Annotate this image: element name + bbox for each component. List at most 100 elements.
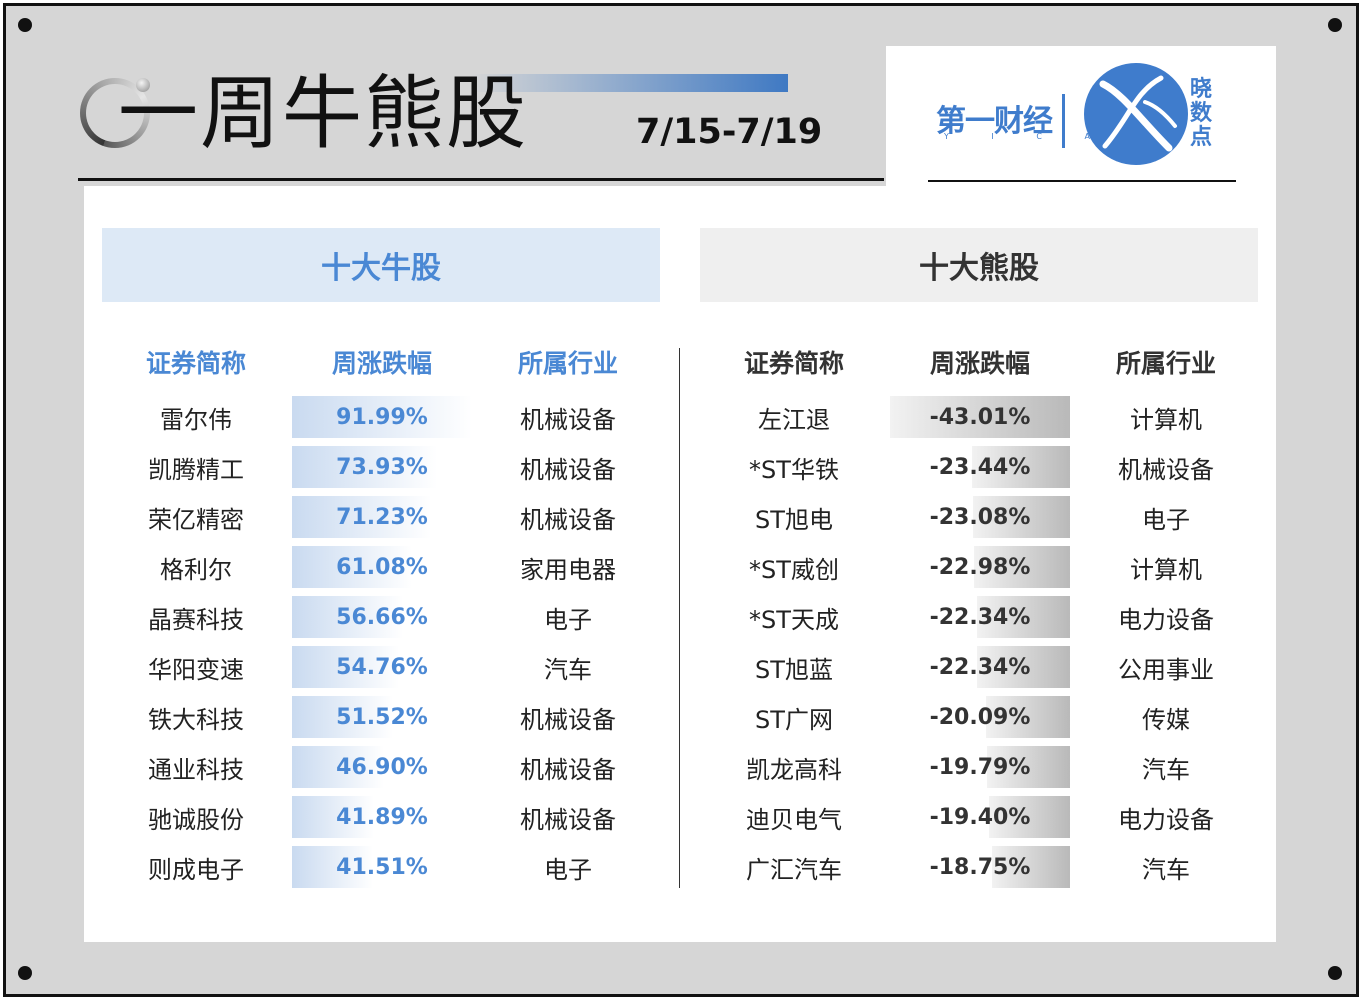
industry: 机械设备 xyxy=(520,455,616,484)
stock-name: *ST威创 xyxy=(749,555,839,584)
brand-char: 点 xyxy=(1189,125,1212,150)
bull-col-header-name: 证券简称 xyxy=(145,349,246,378)
weekly-change-cell: 41.51% xyxy=(292,846,472,888)
weekly-change-value: 56.66% xyxy=(336,604,428,630)
table-row: 荣亿精密 71.23% 机械设备 xyxy=(96,496,656,546)
change-bar xyxy=(976,596,1070,638)
weekly-change-value: -23.44% xyxy=(929,454,1031,480)
change-bar xyxy=(987,746,1070,788)
stock-name: 格利尔 xyxy=(160,555,232,584)
weekly-change-value: 71.23% xyxy=(336,504,428,530)
stock-name: 通业科技 xyxy=(148,755,244,784)
bear-table: 左江退 -43.01% 计算机 *ST华铁 -23.44% 机械设备 ST旭电 -23.08%… xyxy=(694,396,1254,896)
weekly-change-value: -43.01% xyxy=(929,404,1031,430)
page-title: 一周牛熊股 xyxy=(118,67,528,160)
table-row: 则成电子 41.51% 电子 xyxy=(96,846,656,896)
bull-section-heading: 十大牛股 xyxy=(102,228,660,302)
industry: 机械设备 xyxy=(520,505,616,534)
bull-col-header-change: 周涨跌幅 xyxy=(331,349,432,378)
industry: 汽车 xyxy=(1142,755,1190,784)
weekly-change-cell: 46.90% xyxy=(292,746,472,788)
industry: 汽车 xyxy=(544,655,592,684)
change-bar xyxy=(976,646,1070,688)
change-bar xyxy=(292,596,403,638)
industry: 机械设备 xyxy=(520,705,616,734)
yicai-wordmark: 第一财经 xyxy=(936,104,1053,139)
weekly-change-value: -22.34% xyxy=(929,604,1031,630)
title-underline xyxy=(78,178,884,181)
weekly-change-cell: -19.40% xyxy=(890,796,1070,838)
industry: 机械设备 xyxy=(520,805,616,834)
table-row: 铁大科技 51.52% 机械设备 xyxy=(96,696,656,746)
stock-name: 驰诚股份 xyxy=(148,805,244,834)
weekly-change-cell: 54.76% xyxy=(292,646,472,688)
content-panel xyxy=(84,186,1276,942)
table-row: 驰诚股份 41.89% 机械设备 xyxy=(96,796,656,846)
change-bar xyxy=(292,746,384,788)
weekly-change-value: -19.79% xyxy=(929,754,1031,780)
title-gradient-bar xyxy=(470,74,788,92)
table-row: *ST华铁 -23.44% 机械设备 xyxy=(694,446,1254,496)
weekly-change-value: 46.90% xyxy=(336,754,428,780)
weekly-change-cell: -23.44% xyxy=(890,446,1070,488)
weekly-change-value: 91.99% xyxy=(336,404,428,430)
stock-name: 左江退 xyxy=(758,405,830,434)
weekly-change-value: 51.52% xyxy=(336,704,428,730)
weekly-change-value: 54.76% xyxy=(336,654,428,680)
bull-table: 雷尔伟 91.99% 机械设备 凯腾精工 73.93% 机械设备 荣亿精密 71.23% 机械设… xyxy=(96,396,656,896)
table-row: *ST威创 -22.98% 计算机 xyxy=(694,546,1254,596)
brand-char: 晓 xyxy=(1189,77,1212,102)
weekly-change-cell: 41.89% xyxy=(292,796,472,838)
industry: 电子 xyxy=(544,855,592,884)
weekly-change-value: -23.08% xyxy=(929,504,1031,530)
change-bar xyxy=(292,546,412,588)
stock-name: *ST华铁 xyxy=(749,455,839,484)
table-row: 左江退 -43.01% 计算机 xyxy=(694,396,1254,446)
table-row: 迪贝电气 -19.40% 电力设备 xyxy=(694,796,1254,846)
corner-dot xyxy=(1328,18,1342,32)
weekly-change-cell: -43.01% xyxy=(890,396,1070,438)
bear-col-header-change: 周涨跌幅 xyxy=(929,349,1030,378)
change-bar xyxy=(985,696,1070,738)
change-bar xyxy=(973,496,1070,538)
weekly-change-value: 73.93% xyxy=(336,454,428,480)
change-bar xyxy=(292,496,432,538)
bear-section-heading: 十大熊股 xyxy=(700,228,1258,302)
industry: 公用事业 xyxy=(1118,655,1214,684)
stock-name: 荣亿精密 xyxy=(148,505,244,534)
table-row: ST旭电 -23.08% 电子 xyxy=(694,496,1254,546)
industry: 电子 xyxy=(544,605,592,634)
weekly-change-cell: 56.66% xyxy=(292,596,472,638)
stock-name: 华阳变速 xyxy=(148,655,244,684)
weekly-change-value: -22.98% xyxy=(929,554,1031,580)
corner-dot xyxy=(18,966,32,980)
title-knob-decoration xyxy=(136,78,150,92)
corner-dot xyxy=(18,18,32,32)
weekly-change-cell: 51.52% xyxy=(292,696,472,738)
table-row: 华阳变速 54.76% 汽车 xyxy=(96,646,656,696)
change-bar xyxy=(292,446,437,488)
stock-name: 迪贝电气 xyxy=(746,805,842,834)
change-bar xyxy=(292,696,393,738)
weekly-change-cell: -22.98% xyxy=(890,546,1070,588)
stock-name: 凯腾精工 xyxy=(148,455,244,484)
industry: 机械设备 xyxy=(1118,455,1214,484)
change-bar xyxy=(292,646,400,688)
table-row: 凯腾精工 73.93% 机械设备 xyxy=(96,446,656,496)
weekly-change-cell: -19.79% xyxy=(890,746,1070,788)
stock-name: *ST天成 xyxy=(749,605,839,634)
change-bar xyxy=(292,396,472,438)
stock-name: 雷尔伟 xyxy=(160,405,232,434)
industry: 汽车 xyxy=(1142,855,1190,884)
change-bar xyxy=(988,796,1070,838)
weekly-change-cell: 73.93% xyxy=(292,446,472,488)
weekly-change-cell: 91.99% xyxy=(292,396,472,438)
date-range: 7/15-7/19 xyxy=(636,112,823,152)
change-bar xyxy=(292,846,374,888)
industry: 计算机 xyxy=(1130,555,1202,584)
weekly-change-cell: -18.75% xyxy=(890,846,1070,888)
logo-area xyxy=(886,46,1276,186)
stock-name: ST旭蓝 xyxy=(755,655,833,684)
industry: 电子 xyxy=(1142,505,1190,534)
stock-name: 铁大科技 xyxy=(148,705,244,734)
